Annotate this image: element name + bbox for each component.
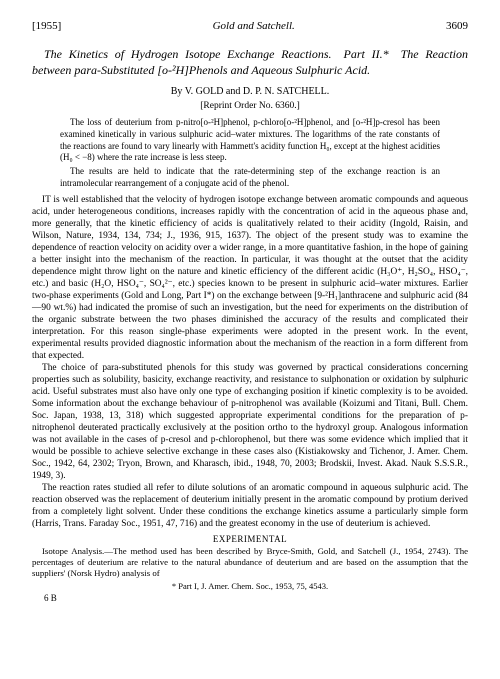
header-running-title: Gold and Satchell. (213, 20, 295, 32)
authors: By V. GOLD and D. P. N. SATCHELL. (32, 86, 468, 97)
section-heading-experimental: EXPERIMENTAL (32, 534, 468, 544)
title-line-1: The Kinetics of Hydrogen Isotope Exchang… (44, 47, 419, 61)
body-paragraph: IT is well established that the velocity… (32, 194, 468, 362)
header-year: [1955] (32, 20, 61, 32)
article-title: The Kinetics of Hydrogen Isotope Exchang… (32, 46, 468, 78)
page-header: [1955] Gold and Satchell. 3609 (32, 20, 468, 32)
experimental-paragraph: Isotope Analysis.—The method used has be… (32, 546, 468, 579)
signature-mark: 6 B (44, 593, 468, 603)
abstract-paragraph: The results are held to indicate that th… (60, 166, 440, 189)
page: [1955] Gold and Satchell. 3609 The Kinet… (0, 0, 500, 623)
abstract-paragraph: The loss of deuterium from p-nitro[o-²H]… (60, 117, 440, 164)
body-paragraph: The reaction rates studied all refer to … (32, 482, 468, 530)
title-line-3: Acid. (345, 63, 370, 77)
body-text: IT is well established that the velocity… (32, 194, 468, 531)
footnote: * Part I, J. Amer. Chem. Soc., 1953, 75,… (32, 581, 468, 591)
abstract: The loss of deuterium from p-nitro[o-²H]… (60, 117, 440, 189)
reprint-order: [Reprint Order No. 6360.] (32, 101, 468, 111)
body-paragraph: The choice of para-substituted phenols f… (32, 362, 468, 482)
header-page-number: 3609 (446, 20, 468, 32)
experimental-section: Isotope Analysis.—The method used has be… (32, 546, 468, 579)
